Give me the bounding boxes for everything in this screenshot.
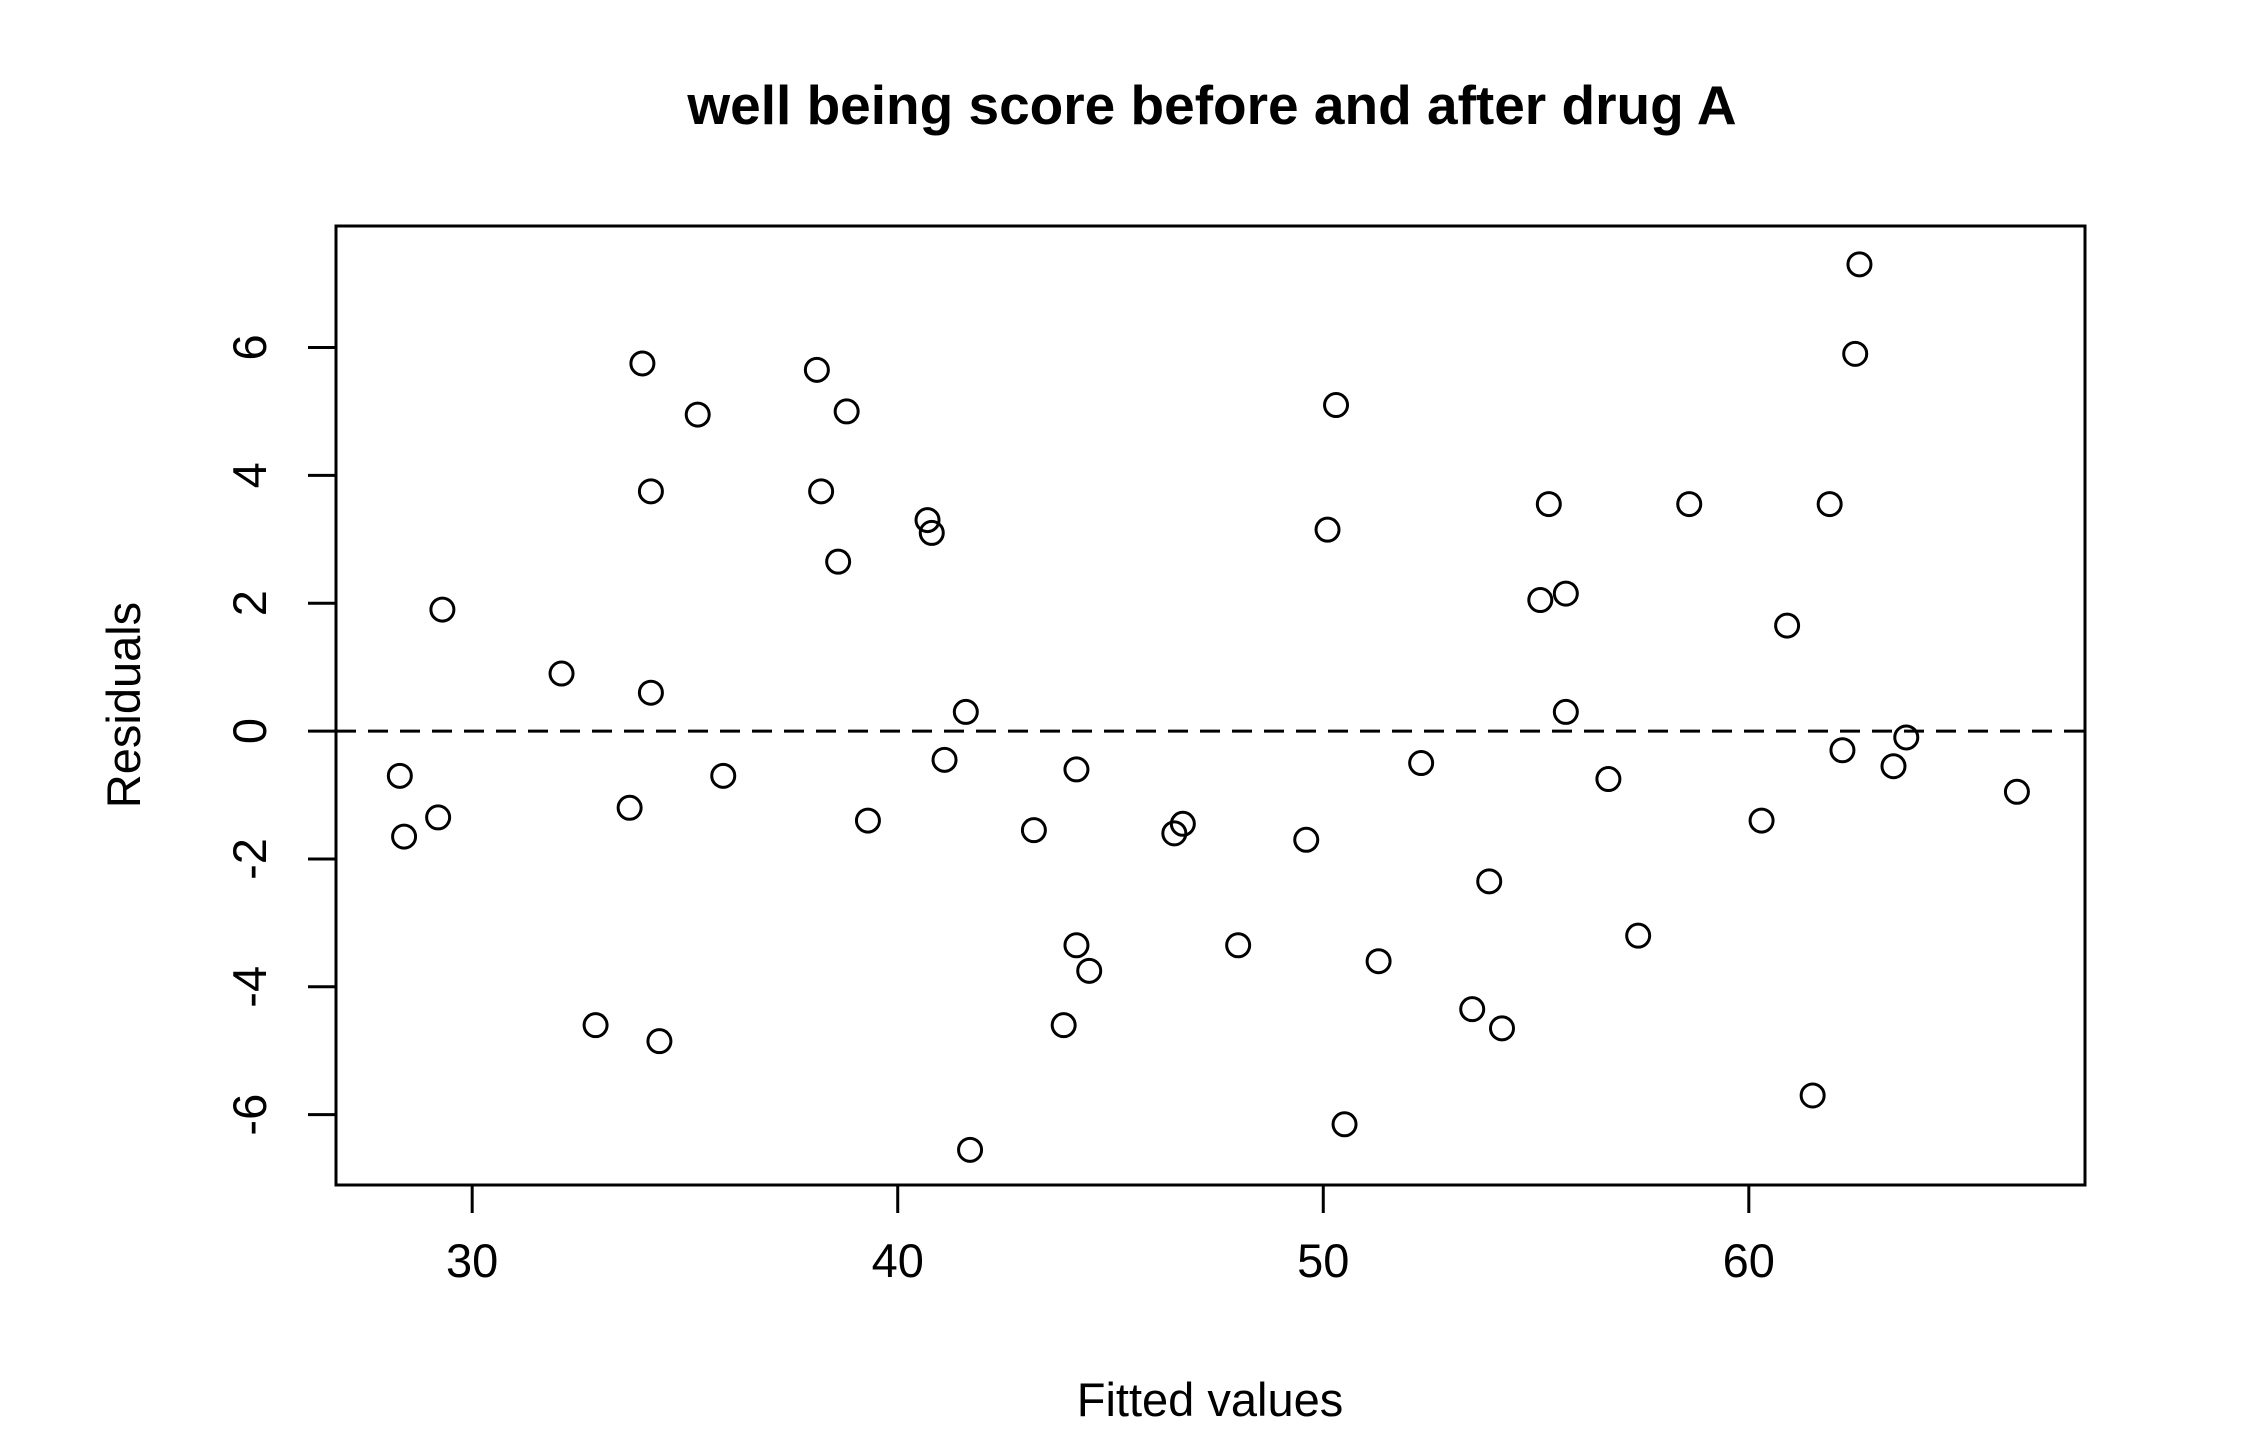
- data-point: [1323, 392, 1350, 419]
- data-point: [1314, 516, 1341, 543]
- data-point: [825, 548, 852, 575]
- data-point: [1799, 1082, 1826, 1109]
- data-point: [391, 823, 418, 850]
- y-tick-label: 6: [223, 334, 276, 360]
- data-point: [429, 596, 456, 623]
- chart-title: well being score before and after drug A: [686, 74, 1736, 136]
- data-point: [1846, 251, 1873, 278]
- data-point: [629, 350, 656, 377]
- data-point: [1050, 1012, 1077, 1039]
- data-point: [1365, 948, 1392, 975]
- y-tick-label: 4: [223, 462, 276, 488]
- data-point: [1169, 810, 1196, 837]
- data-point: [1225, 932, 1252, 959]
- x-tick-label: 40: [872, 1234, 924, 1287]
- data-point: [803, 356, 830, 383]
- y-tick-label: 0: [223, 718, 276, 744]
- data-point: [2003, 778, 2030, 805]
- data-point: [1063, 756, 1090, 783]
- data-point: [1552, 580, 1579, 607]
- data-point: [1816, 491, 1843, 518]
- data-point: [1076, 957, 1103, 984]
- data-point: [1829, 737, 1856, 764]
- data-point: [646, 1028, 673, 1055]
- data-point: [1063, 932, 1090, 959]
- data-point: [952, 698, 979, 725]
- data-point: [1676, 491, 1703, 518]
- data-point: [710, 762, 737, 789]
- data-point: [1625, 922, 1652, 949]
- x-tick-label: 50: [1297, 1234, 1349, 1287]
- data-point: [1476, 868, 1503, 895]
- data-point: [1459, 996, 1486, 1023]
- x-axis-label: Fitted values: [1077, 1373, 1343, 1426]
- data-point: [931, 746, 958, 773]
- data-point: [1489, 1015, 1515, 1042]
- data-point: [1527, 587, 1554, 614]
- data-point: [1748, 807, 1775, 834]
- data-point: [386, 762, 413, 789]
- y-axis-label: Residuals: [97, 602, 150, 808]
- y-axis: -6 -4 -2 0 2 4 6: [223, 334, 336, 1136]
- x-axis: 30 40 50 60: [446, 1185, 1775, 1287]
- y-tick-label: -4: [223, 966, 276, 1008]
- data-point: [1595, 766, 1622, 793]
- data-points: [386, 251, 2030, 1163]
- data-point: [854, 807, 881, 834]
- data-point: [808, 478, 835, 505]
- data-point: [914, 507, 941, 534]
- data-point: [1020, 817, 1047, 844]
- y-tick-label: -2: [223, 838, 276, 880]
- data-point: [957, 1136, 984, 1163]
- data-point: [616, 794, 643, 821]
- data-point: [637, 679, 664, 706]
- data-point: [1774, 612, 1801, 639]
- data-point: [1880, 753, 1907, 780]
- data-point: [1408, 750, 1435, 777]
- data-point: [548, 660, 575, 687]
- x-tick-label: 60: [1723, 1234, 1775, 1287]
- data-point: [918, 519, 945, 546]
- data-point: [582, 1012, 609, 1039]
- data-point: [1842, 340, 1869, 367]
- data-point: [637, 478, 664, 505]
- data-point: [1293, 826, 1320, 853]
- data-point: [684, 401, 711, 428]
- data-point: [425, 804, 452, 831]
- y-tick-label: -6: [223, 1094, 276, 1136]
- data-point: [1893, 724, 1920, 751]
- plot-frame: [334, 224, 2087, 1187]
- data-point: [1535, 491, 1562, 518]
- y-tick-label: 2: [223, 590, 276, 616]
- data-point: [1552, 698, 1579, 725]
- data-point: [1331, 1111, 1358, 1138]
- data-point: [833, 398, 860, 425]
- x-tick-label: 30: [446, 1234, 498, 1287]
